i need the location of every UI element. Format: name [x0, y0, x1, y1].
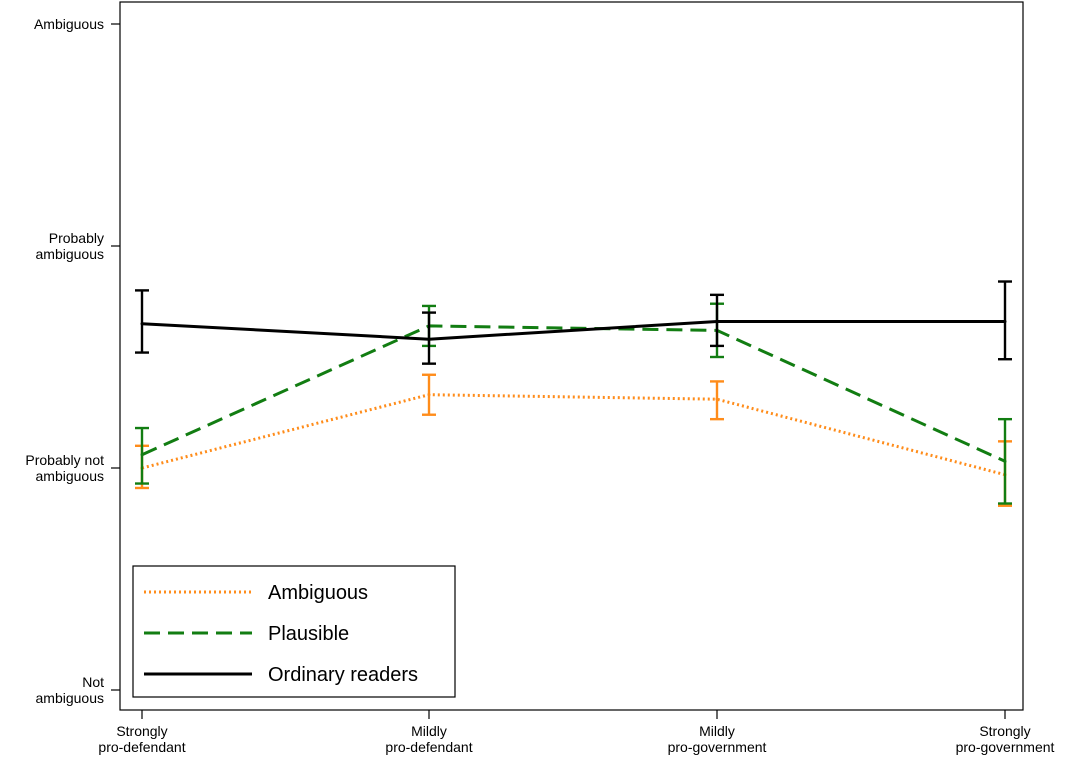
- y-tick-label: ambiguous: [36, 690, 105, 706]
- legend-label: Ordinary readers: [268, 664, 418, 686]
- data-point: [140, 453, 144, 457]
- series-line: [141, 320, 1005, 341]
- y-tick-label: Not: [82, 674, 104, 690]
- legend-label: Ambiguous: [268, 582, 368, 604]
- series-line: [141, 393, 1006, 477]
- series-plausible: [135, 302, 1012, 505]
- y-tick-label: ambiguous: [36, 468, 105, 484]
- y-tick-label: Probably: [49, 230, 104, 246]
- series-ambiguous: [135, 373, 1012, 507]
- data-point: [715, 397, 719, 401]
- y-tick-label: ambiguous: [36, 246, 105, 262]
- legend: Ambiguous Plausible Ordinary readers: [132, 565, 456, 698]
- data-point: [1003, 319, 1007, 323]
- data-point: [1003, 459, 1007, 463]
- data-point: [427, 393, 431, 397]
- series-line: [141, 324, 1006, 463]
- x-tick-label: Mildly: [411, 723, 447, 739]
- plot-frame: [119, 1, 1024, 711]
- x-tick-label: pro-government: [668, 739, 767, 755]
- x-tick-label: Strongly: [979, 723, 1030, 739]
- data-point: [715, 319, 719, 323]
- y-tick-label: Probably not: [25, 452, 104, 468]
- x-axis: Stronglypro-defendantMildlypro-defendant…: [98, 710, 1055, 755]
- x-tick-label: pro-defendant: [98, 739, 185, 755]
- series-layer: [135, 280, 1012, 507]
- data-point: [140, 322, 144, 326]
- data-point: [427, 337, 431, 341]
- x-tick-label: Strongly: [116, 723, 167, 739]
- x-tick-label: Mildly: [699, 723, 735, 739]
- series-ordinary-readers: [135, 280, 1012, 365]
- y-tick-label: Ambiguous: [34, 16, 104, 32]
- x-tick-label: pro-government: [956, 739, 1055, 755]
- x-tick-label: pro-defendant: [385, 739, 472, 755]
- legend-label: Plausible: [268, 623, 349, 645]
